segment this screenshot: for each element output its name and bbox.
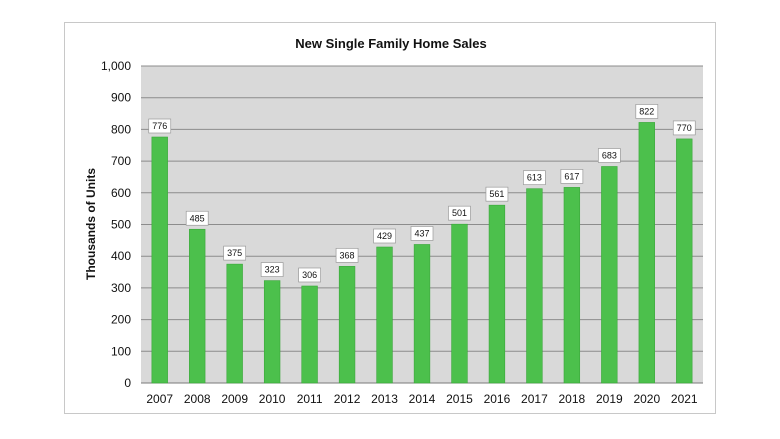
data-label-box — [635, 104, 659, 119]
x-tick-label: 2008 — [184, 392, 211, 406]
data-label: 375 — [227, 248, 242, 258]
y-tick-label: 800 — [111, 122, 131, 136]
x-tick-label: 2016 — [484, 392, 511, 406]
x-tick-label: 2017 — [521, 392, 548, 406]
data-label-box — [373, 228, 396, 244]
x-tick-label: 2007 — [146, 392, 173, 406]
y-tick-label: 0 — [124, 376, 131, 390]
data-label: 501 — [452, 208, 467, 218]
x-tick-label: 2015 — [446, 392, 473, 406]
data-label: 770 — [677, 123, 692, 133]
y-tick-label: 900 — [111, 91, 131, 105]
bar — [189, 228, 206, 384]
data-label: 368 — [340, 250, 355, 260]
bar — [638, 122, 655, 384]
data-label-box — [485, 186, 509, 202]
x-tick-label: 2012 — [334, 392, 361, 406]
data-label-box — [560, 169, 584, 184]
bar — [676, 138, 693, 384]
data-label-box — [448, 205, 471, 221]
y-tick-label: 700 — [111, 154, 131, 168]
data-label-box — [260, 262, 284, 277]
data-label: 306 — [302, 270, 317, 280]
y-tick-label: 100 — [111, 344, 131, 358]
data-label: 429 — [377, 231, 392, 241]
data-label-box — [335, 247, 359, 263]
data-label: 613 — [527, 173, 542, 183]
x-tick-label: 2009 — [221, 392, 248, 406]
data-label-box — [148, 118, 172, 134]
x-tick-label: 2013 — [371, 392, 398, 406]
data-label-box — [597, 148, 621, 163]
plot-area: 0 100 200 300 400 500 600 700 800 900 1,000 776 2007… — [101, 59, 703, 406]
bar — [376, 246, 393, 384]
data-label-box — [523, 170, 546, 186]
bar — [301, 285, 318, 384]
data-label: 561 — [489, 189, 504, 199]
chart-title: New Single Family Home Sales — [295, 36, 486, 51]
data-label: 617 — [564, 171, 579, 181]
bar — [601, 166, 618, 384]
bar — [526, 188, 543, 384]
x-tick-label: 2019 — [596, 392, 623, 406]
bar — [151, 136, 168, 384]
bar — [263, 280, 281, 384]
y-axis-label: Thousands of Units — [84, 168, 98, 280]
y-tick-label: 600 — [111, 186, 131, 200]
x-tick-label: 2021 — [671, 392, 698, 406]
y-tick-label: 400 — [111, 249, 131, 263]
data-label-box — [185, 210, 209, 226]
x-tick-label: 2020 — [633, 392, 660, 406]
bar — [488, 204, 506, 384]
x-tick-label: 2018 — [559, 392, 586, 406]
data-label: 437 — [414, 228, 429, 238]
data-label-box — [223, 245, 247, 261]
data-label: 776 — [152, 121, 167, 131]
bar — [226, 263, 243, 384]
data-label: 822 — [639, 106, 654, 116]
x-tick-label: 2014 — [409, 392, 436, 406]
data-label: 485 — [190, 213, 205, 223]
bar — [451, 223, 468, 384]
data-label-box — [298, 267, 321, 283]
bar — [413, 244, 431, 384]
x-tick-label: 2011 — [297, 392, 323, 406]
data-label: 683 — [602, 150, 617, 160]
data-label: 323 — [265, 265, 280, 275]
y-tick-label: 200 — [111, 313, 131, 327]
y-tick-label: 1,000 — [101, 59, 131, 73]
y-tick-label: 500 — [111, 218, 131, 232]
x-tick-label: 2010 — [259, 392, 286, 406]
bar — [338, 266, 356, 384]
data-label-box — [672, 120, 696, 136]
data-label-box — [410, 226, 434, 241]
y-tick-label: 300 — [111, 281, 131, 295]
bar — [563, 187, 581, 384]
